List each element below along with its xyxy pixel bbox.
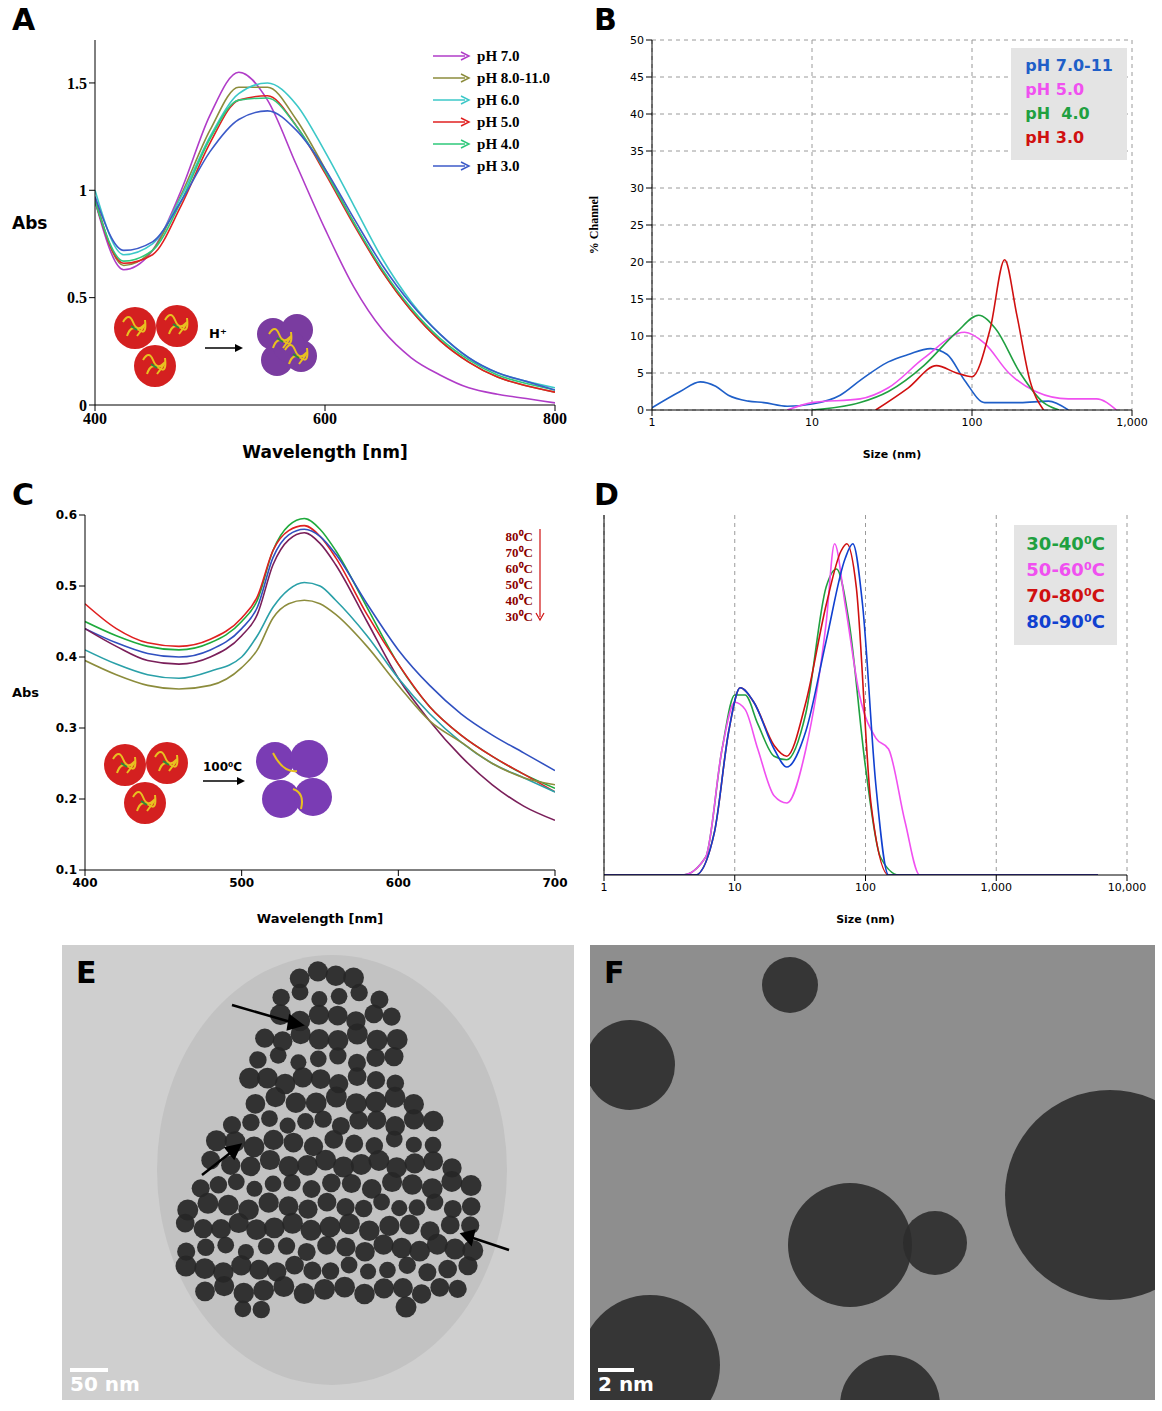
svg-text:10: 10 [728,881,742,894]
html-text:pH 3.0: pH 3.0 [1025,128,1085,147]
html-text:pH 5.0: pH 5.0 [1025,80,1085,99]
svg-text:Size (nm): Size (nm) [863,448,922,461]
html-text:E: E [76,955,97,990]
svg-text:10: 10 [805,416,819,429]
html-text:pH 7.0-11: pH 7.0-11 [1025,56,1113,75]
svg-text:Wavelength [nm]: Wavelength [nm] [257,911,383,926]
svg-text:500: 500 [229,876,254,890]
svg-text:10,000: 10,000 [1108,881,1147,894]
svg-text:H⁺: H⁺ [209,326,227,341]
svg-text:45: 45 [630,71,644,84]
svg-text:25: 25 [630,219,644,232]
svg-text:20: 20 [630,256,644,269]
svg-text:Abs: Abs [12,213,47,233]
svg-text:35: 35 [630,145,644,158]
svg-text:0: 0 [79,397,87,414]
html-text:60⁰C: 60⁰C [505,561,533,576]
svg-text:% Channel: % Channel [587,195,601,254]
svg-text:100⁰C: 100⁰C [203,760,242,774]
svg-text:15: 15 [630,293,644,306]
html-text:C: C [12,477,34,512]
svg-text:1: 1 [601,881,608,894]
svg-text:40: 40 [630,108,644,121]
html-text:2 nm: 2 nm [598,1372,654,1396]
html-text:pH 4.0: pH 4.0 [1025,104,1090,123]
html-text:80-90⁰C: 80-90⁰C [1026,611,1105,632]
svg-text:700: 700 [542,876,567,890]
svg-text:Abs: Abs [12,685,39,700]
svg-text:600: 600 [386,876,411,890]
svg-text:30: 30 [630,182,644,195]
svg-text:5: 5 [637,367,644,380]
svg-text:0.2: 0.2 [56,792,77,806]
svg-text:0.5: 0.5 [67,289,87,306]
svg-text:0: 0 [637,404,644,417]
svg-text:0.6: 0.6 [56,508,77,522]
svg-text:100: 100 [855,881,876,894]
svg-text:0.1: 0.1 [56,863,77,877]
svg-text:10: 10 [630,330,644,343]
html-text:pH 5.0: pH 5.0 [477,113,520,130]
html-text:40⁰C: 40⁰C [505,593,533,608]
svg-text:50: 50 [630,34,644,47]
svg-text:Wavelength [nm]: Wavelength [nm] [242,442,407,462]
html-text:pH 8.0-11.0: pH 8.0-11.0 [477,69,550,86]
svg-text:600: 600 [313,410,337,427]
html-text:pH 3.0: pH 3.0 [477,157,520,174]
html-text:D: D [594,477,619,512]
html-text:30-40⁰C: 30-40⁰C [1026,533,1105,554]
svg-text:800: 800 [543,410,567,427]
svg-text:1.5: 1.5 [67,75,87,92]
svg-text:100: 100 [962,416,983,429]
svg-text:0.3: 0.3 [56,721,77,735]
html-text:pH 7.0: pH 7.0 [477,47,520,64]
html-text:30⁰C: 30⁰C [505,609,533,624]
svg-text:0.5: 0.5 [56,579,77,593]
html-text:50⁰C: 50⁰C [505,577,533,592]
svg-text:1,000: 1,000 [981,881,1013,894]
svg-text:Size (nm): Size (nm) [836,913,895,926]
svg-text:400: 400 [72,876,97,890]
svg-text:400: 400 [83,410,107,428]
html-text:pH 6.0: pH 6.0 [477,91,520,108]
svg-text:1: 1 [649,416,656,429]
svg-text:0.4: 0.4 [56,650,77,664]
html-text:B: B [594,2,617,37]
html-text:A: A [12,2,36,37]
html-text:70-80⁰C: 70-80⁰C [1026,585,1105,606]
html-text:70⁰C: 70⁰C [505,545,533,560]
html-text:80⁰C: 80⁰C [505,529,533,544]
html-text:50-60⁰C: 50-60⁰C [1026,559,1105,580]
svg-text:1,000: 1,000 [1116,416,1148,429]
html-text:pH 4.0: pH 4.0 [477,135,520,152]
html-text:50 nm: 50 nm [70,1372,140,1396]
svg-text:1: 1 [79,182,87,199]
html-text:F: F [604,955,625,990]
